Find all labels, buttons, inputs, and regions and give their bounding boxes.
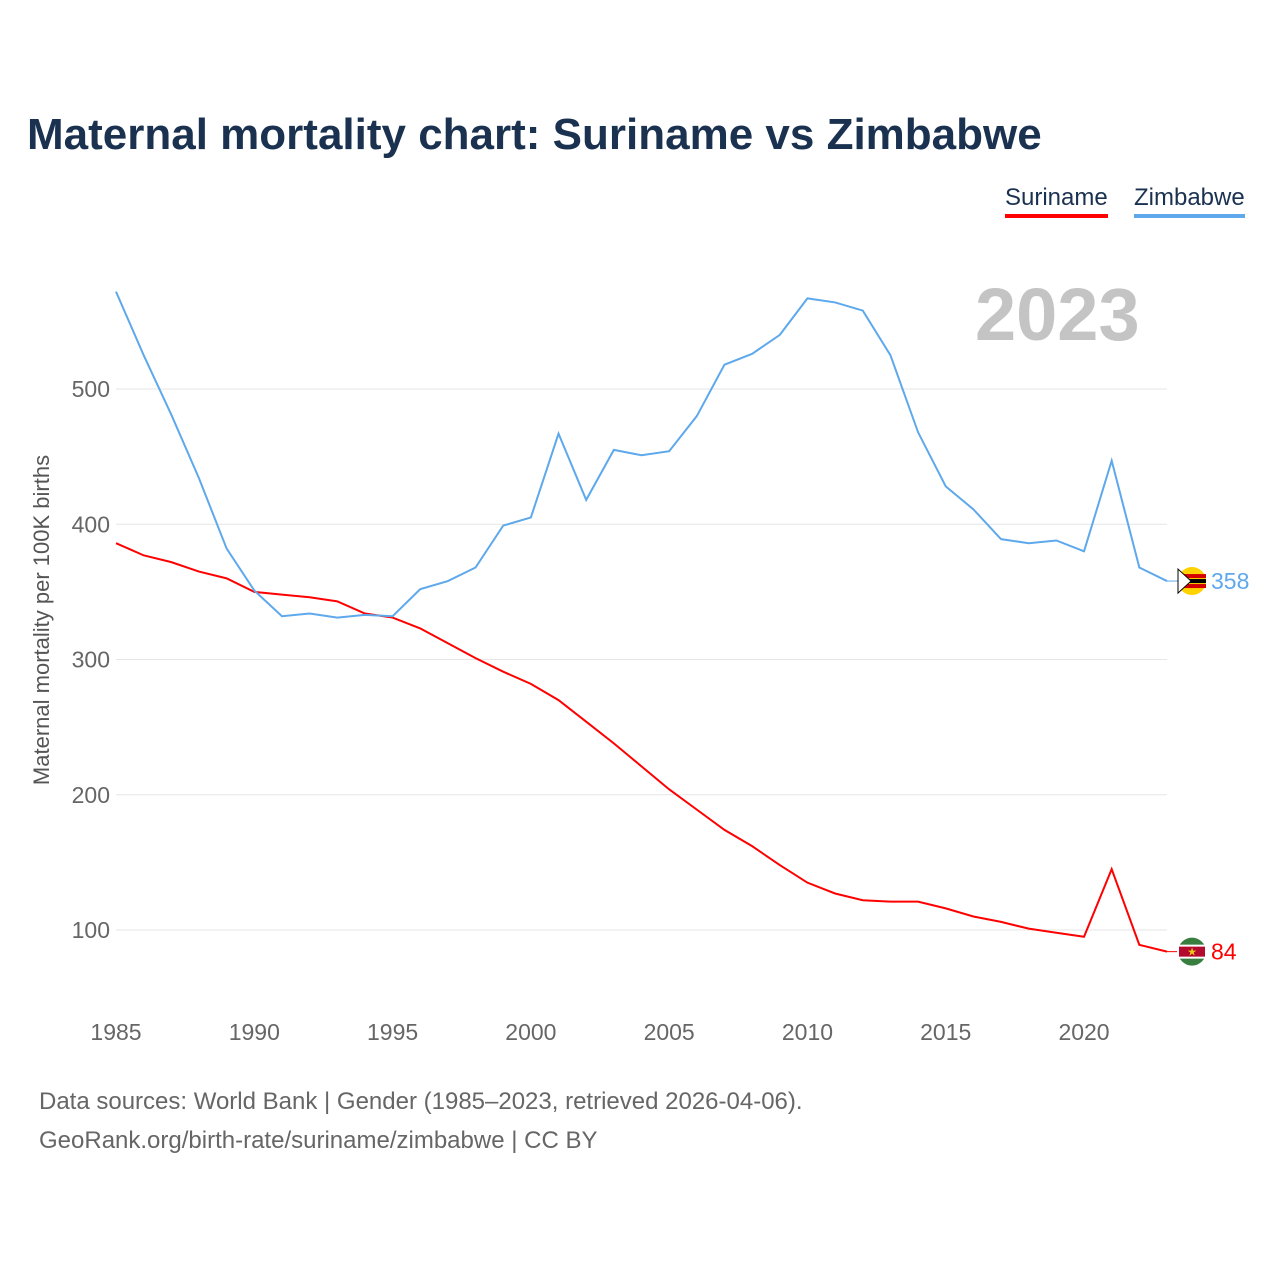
y-tick-label: 200 [72, 782, 110, 808]
end-value-label: 84 [1211, 939, 1237, 965]
x-tick-label: 2005 [644, 1019, 695, 1045]
legend-zimbabwe[interactable]: Zimbabwe [1134, 184, 1245, 218]
y-tick-label: 100 [72, 917, 110, 943]
series-line-suriname [115, 542, 1168, 953]
x-tick-label: 1985 [90, 1019, 141, 1045]
source-note: Data sources: World Bank | Gender (1985–… [39, 1088, 803, 1115]
end-value-label: 358 [1211, 568, 1249, 594]
flag-band [1178, 579, 1206, 584]
y-tick-label: 400 [72, 511, 110, 537]
x-tick-label: 1995 [367, 1019, 418, 1045]
x-tick-label: 2000 [505, 1019, 556, 1045]
source-link[interactable]: GeoRank.org/birth-rate/suriname/zimbabwe… [39, 1127, 598, 1154]
y-tick-label: 300 [72, 647, 110, 673]
flag-band [1178, 584, 1206, 589]
legend-suriname[interactable]: Suriname [1005, 184, 1108, 218]
flag-star: ★ [1187, 947, 1197, 959]
year-label: 2023 [975, 273, 1140, 356]
x-tick-label: 2015 [920, 1019, 971, 1045]
x-tick-label: 1990 [229, 1019, 280, 1045]
chart-title: Maternal mortality chart: Suriname vs Zi… [27, 110, 1042, 159]
series-line-zimbabwe [115, 291, 1168, 619]
x-tick-label: 2010 [782, 1019, 833, 1045]
y-tick-label: 500 [72, 376, 110, 402]
flag-band [1177, 944, 1207, 959]
flag-band [1178, 574, 1206, 579]
flag-triangle [1177, 567, 1192, 595]
x-tick-label: 2020 [1058, 1019, 1109, 1045]
